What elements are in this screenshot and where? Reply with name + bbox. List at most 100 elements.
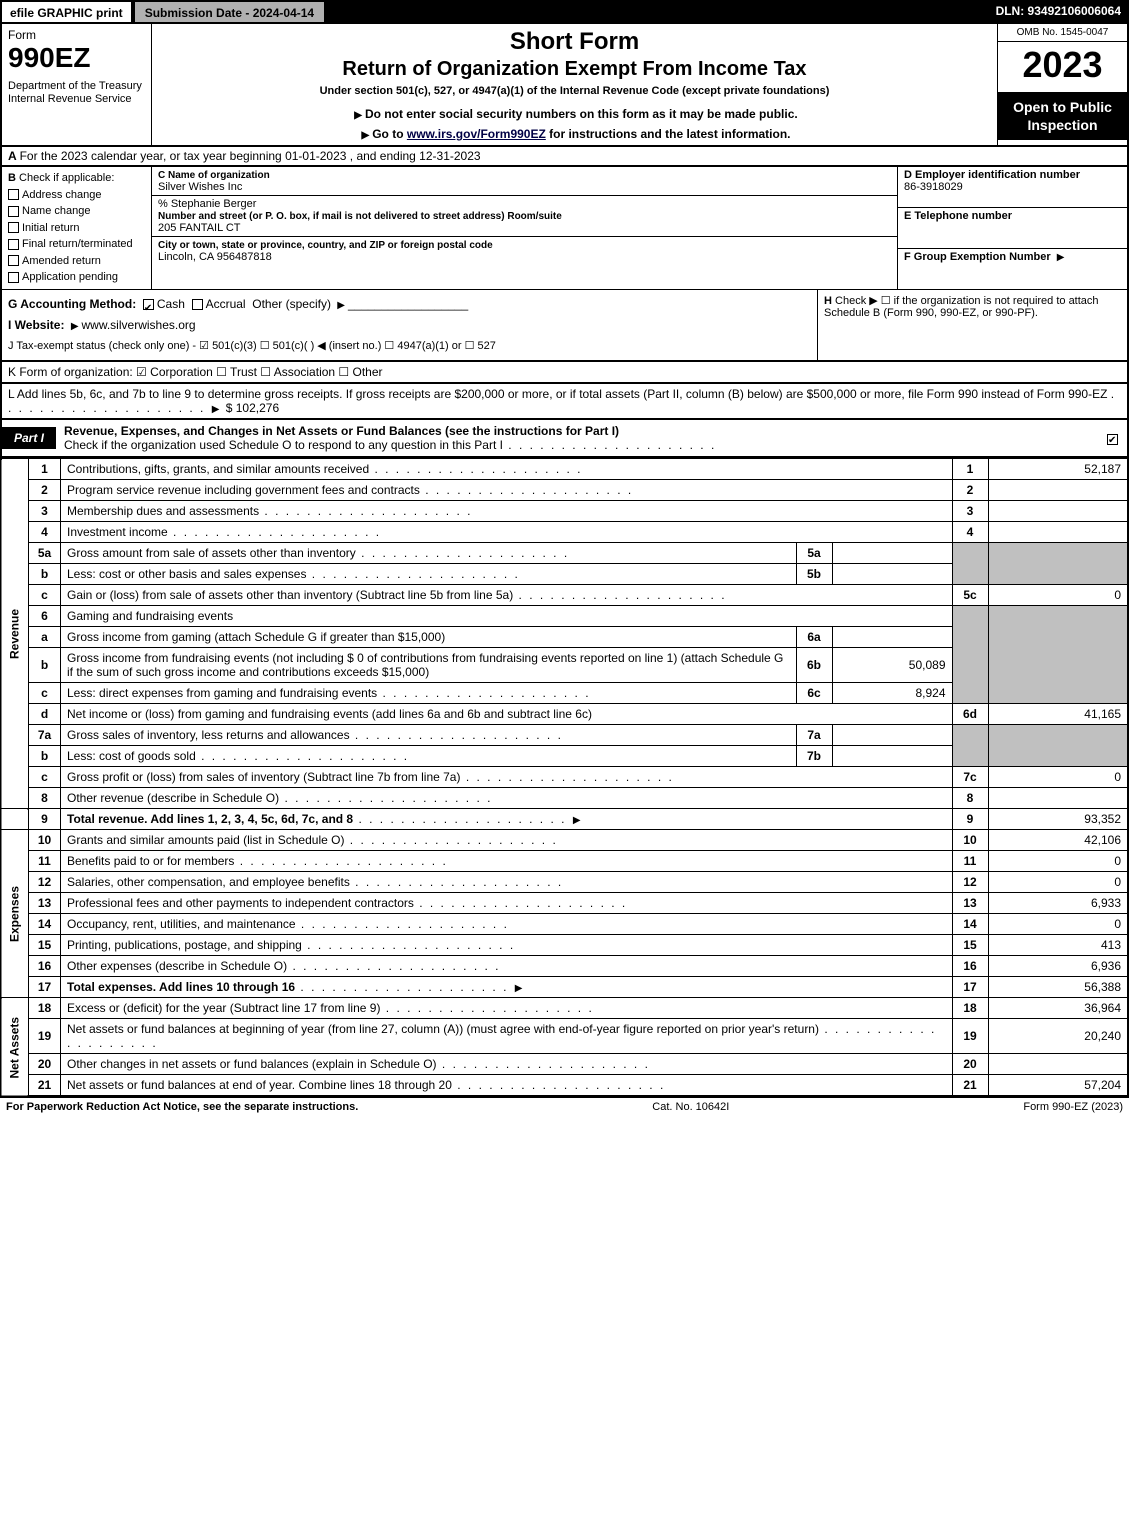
f-label: F Group Exemption Number — [904, 251, 1051, 263]
ln16-val: 6,936 — [988, 956, 1128, 977]
ln4-desc: Investment income — [67, 525, 168, 539]
ln21-desc: Net assets or fund balances at end of ye… — [67, 1078, 452, 1092]
form-header: Form 990EZ Department of the Treasury In… — [0, 24, 1129, 147]
j-tax-status: J Tax-exempt status (check only one) - ☑… — [8, 337, 811, 357]
ln6b-sub: 6b — [796, 648, 832, 683]
open-to-public: Open to Public Inspection — [998, 92, 1127, 140]
ln11-ln: 11 — [952, 851, 988, 872]
city-label: City or town, state or province, country… — [158, 240, 493, 251]
ln7b-num: b — [29, 746, 61, 767]
chk-cash[interactable] — [143, 299, 154, 310]
ln19-ln: 19 — [952, 1019, 988, 1054]
ln17-num: 17 — [29, 977, 61, 998]
ssn-warning-text: Do not enter social security numbers on … — [365, 107, 798, 121]
ln6-num: 6 — [29, 606, 61, 627]
tax-year: 2023 — [998, 42, 1127, 92]
ln16-num: 16 — [29, 956, 61, 977]
chk-application-pending[interactable]: Application pending — [8, 269, 145, 286]
ln5a-sv — [832, 543, 952, 564]
row-a-text: For the 2023 calendar year, or tax year … — [20, 149, 481, 163]
ln20-num: 20 — [29, 1054, 61, 1075]
ln2-desc: Program service revenue including govern… — [67, 483, 420, 497]
ln4-val — [988, 522, 1128, 543]
ln9-num: 9 — [29, 809, 61, 830]
ln13-desc: Professional fees and other payments to … — [67, 896, 414, 910]
b-label: Check if applicable: — [19, 172, 114, 184]
ln12-num: 12 — [29, 872, 61, 893]
chk-final-return[interactable]: Final return/terminated — [8, 236, 145, 253]
ln18-num: 18 — [29, 998, 61, 1019]
ln17-ln: 17 — [952, 977, 988, 998]
i-website: I Website: www.silverwishes.org — [8, 315, 811, 337]
goto-pre: Go to — [372, 127, 407, 141]
ln20-val — [988, 1054, 1128, 1075]
ln6b-num: b — [29, 648, 61, 683]
ln1-val: 52,187 — [988, 459, 1128, 480]
ln3-ln: 3 — [952, 501, 988, 522]
ssn-warning: Do not enter social security numbers on … — [158, 107, 991, 121]
part1-check-text: Check if the organization used Schedule … — [64, 438, 503, 452]
ln7c-num: c — [29, 767, 61, 788]
city-value: Lincoln, CA 956487818 — [158, 251, 272, 263]
footer-mid: Cat. No. 10642I — [358, 1101, 1023, 1113]
ln19-num: 19 — [29, 1019, 61, 1054]
omb-number: OMB No. 1545-0047 — [998, 24, 1127, 42]
ln20-ln: 20 — [952, 1054, 988, 1075]
col-b-checkboxes: B Check if applicable: Address change Na… — [2, 167, 152, 289]
form-number: 990EZ — [8, 42, 145, 74]
ln18-desc: Excess or (deficit) for the year (Subtra… — [67, 1001, 380, 1015]
ln18-val: 36,964 — [988, 998, 1128, 1019]
chk-address-change[interactable]: Address change — [8, 187, 145, 204]
col-def: D Employer identification number 86-3918… — [897, 167, 1127, 289]
row-a-taxyear: A For the 2023 calendar year, or tax yea… — [0, 147, 1129, 167]
h-schedule-b: H Check ▶ ☐ if the organization is not r… — [817, 290, 1127, 361]
chk-name-change[interactable]: Name change — [8, 203, 145, 220]
ln1-desc: Contributions, gifts, grants, and simila… — [67, 462, 369, 476]
addr-label: Number and street (or P. O. box, if mail… — [158, 211, 562, 222]
care-of-cell: % Stephanie Berger Number and street (or… — [152, 196, 897, 237]
ln14-ln: 14 — [952, 914, 988, 935]
ln21-val: 57,204 — [988, 1075, 1128, 1097]
ln11-desc: Benefits paid to or for members — [67, 854, 234, 868]
ln7a-sv — [832, 725, 952, 746]
chk-accrual[interactable] — [192, 299, 203, 310]
ln6d-val: 41,165 — [988, 704, 1128, 725]
sidecap-netassets: Net Assets — [1, 998, 29, 1097]
chk-initial-return[interactable]: Initial return — [8, 220, 145, 237]
ln6c-sv: 8,924 — [832, 683, 952, 704]
irs-link[interactable]: www.irs.gov/Form990EZ — [407, 127, 546, 141]
website-link[interactable]: www.silverwishes.org — [82, 318, 196, 332]
ln20-desc: Other changes in net assets or fund bala… — [67, 1057, 437, 1071]
title-return: Return of Organization Exempt From Incom… — [158, 58, 991, 81]
ln13-num: 13 — [29, 893, 61, 914]
footer-left: For Paperwork Reduction Act Notice, see … — [6, 1101, 358, 1113]
g-accounting: G Accounting Method: Cash Accrual Other … — [8, 294, 811, 316]
sidecap-revenue: Revenue — [1, 459, 29, 809]
ln10-ln: 10 — [952, 830, 988, 851]
ln2-ln: 2 — [952, 480, 988, 501]
ln13-val: 6,933 — [988, 893, 1128, 914]
ln3-num: 3 — [29, 501, 61, 522]
ln7b-sub: 7b — [796, 746, 832, 767]
chk-schedule-o[interactable] — [1107, 434, 1118, 445]
chk-amended-return[interactable]: Amended return — [8, 253, 145, 270]
ln14-desc: Occupancy, rent, utilities, and maintena… — [67, 917, 296, 931]
year-block: OMB No. 1545-0047 2023 Open to Public In… — [997, 24, 1127, 145]
goto-line: Go to www.irs.gov/Form990EZ for instruct… — [158, 127, 991, 141]
page-footer: For Paperwork Reduction Act Notice, see … — [0, 1097, 1129, 1116]
ln5b-sub: 5b — [796, 564, 832, 585]
org-name-label: C Name of organization — [158, 170, 270, 181]
ln15-desc: Printing, publications, postage, and shi… — [67, 938, 302, 952]
ln6-desc: Gaming and fundraising events — [61, 606, 953, 627]
efile-print-button[interactable]: efile GRAPHIC print — [0, 0, 133, 24]
ln15-ln: 15 — [952, 935, 988, 956]
ln6d-desc: Net income or (loss) from gaming and fun… — [67, 707, 592, 721]
col-c-org: C Name of organization Silver Wishes Inc… — [152, 167, 897, 289]
ln5a-desc: Gross amount from sale of assets other t… — [67, 546, 356, 560]
ln19-desc: Net assets or fund balances at beginning… — [67, 1022, 819, 1036]
ln5a-num: 5a — [29, 543, 61, 564]
ln17-desc: Total expenses. Add lines 10 through 16 — [67, 980, 295, 994]
ln8-ln: 8 — [952, 788, 988, 809]
ln5c-desc: Gain or (loss) from sale of assets other… — [67, 588, 513, 602]
top-bar: efile GRAPHIC print Submission Date - 20… — [0, 0, 1129, 24]
